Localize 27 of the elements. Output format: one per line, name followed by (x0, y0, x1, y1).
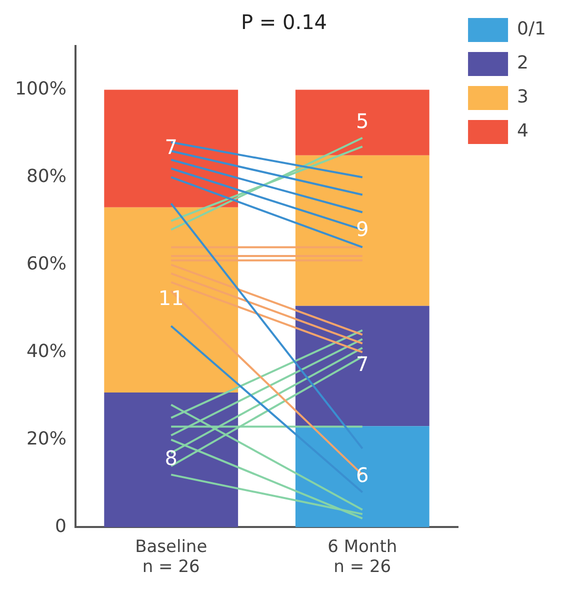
y-tick-label: 40% (26, 340, 66, 362)
bar (104, 392, 238, 528)
annotation: 11 (158, 286, 184, 310)
x-tick-label: Baseline n = 26 (135, 536, 208, 578)
x-tick-label: 6 Month n = 26 (328, 536, 398, 578)
legend-label: 2 (517, 52, 528, 74)
y-tick-label: 20% (26, 428, 66, 450)
annotation: 6 (356, 462, 369, 487)
bar (295, 426, 430, 528)
annotation: 9 (356, 216, 369, 241)
y-tick-label: 100% (14, 78, 66, 100)
annotation: 8 (164, 446, 178, 470)
bar (104, 207, 238, 392)
legend-label: 4 (517, 120, 528, 142)
y-tick-label: 60% (26, 253, 66, 274)
bar (295, 90, 430, 156)
chart-title: P = 0.14 (240, 10, 328, 34)
bar (295, 155, 430, 306)
annotation: 7 (356, 352, 369, 376)
annotation: 5 (356, 108, 369, 133)
y-tick-label: 0 (55, 516, 66, 537)
y-tick-label: 80% (26, 166, 66, 187)
bar (295, 306, 430, 426)
legend-label: 0/1 (517, 18, 546, 40)
bar (104, 90, 238, 208)
legend-label: 3 (517, 86, 528, 108)
annotation: 7 (164, 134, 178, 159)
